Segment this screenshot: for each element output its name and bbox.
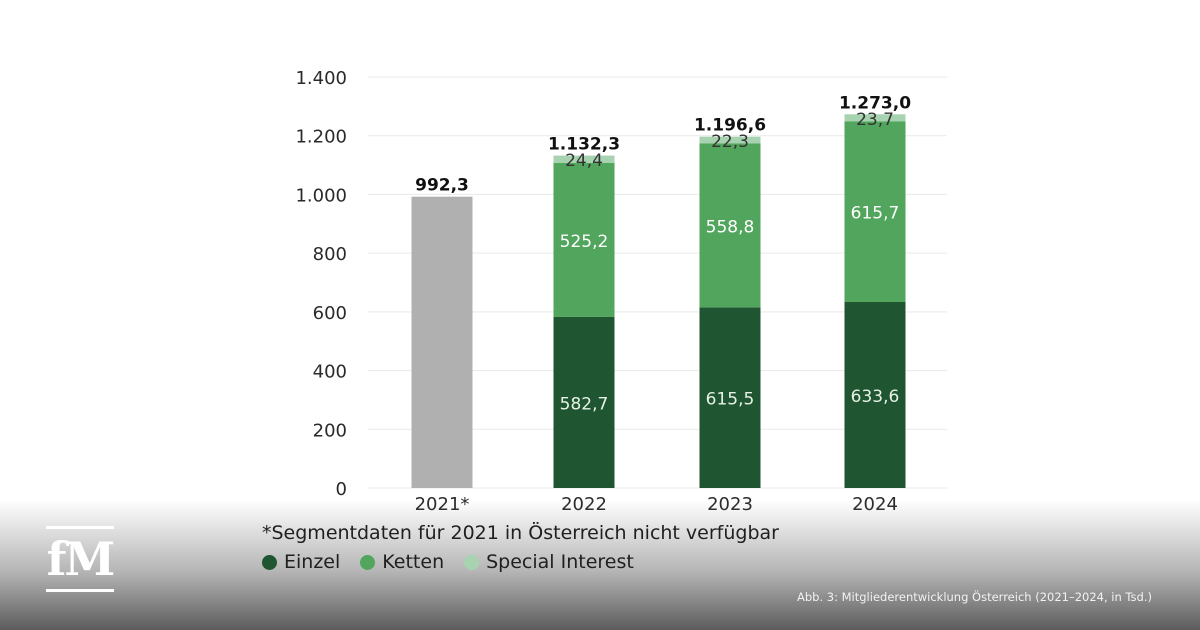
data-label: 633,6 [851,387,900,407]
data-label: 615,7 [851,204,900,224]
legend-dot-ketten [360,554,376,570]
fm-logo: fM [46,526,115,592]
legend-label-ketten: Ketten [382,551,445,573]
bar-segment-special-interest [553,155,615,163]
data-label: 23,7 [856,110,894,130]
bar-segment-ketten [699,143,761,308]
bottom-gradient [0,500,1200,630]
bar-unsegmented [411,196,473,488]
bar-segment-special-interest [844,114,906,122]
data-label: 558,8 [706,217,755,237]
bar-segment-einzel [699,307,761,488]
legend-item-einzel: Einzel [262,551,340,573]
y-tick-label: 0 [336,479,347,500]
data-label: 615,5 [706,390,755,410]
total-label: 992,3 [415,176,469,196]
legend-label-einzel: Einzel [284,551,341,573]
data-label: 24,4 [565,151,603,171]
y-tick-label: 600 [313,303,347,324]
total-label: 1.196,6 [694,116,766,136]
legend-dot-einzel [262,554,277,570]
total-label: 1.132,3 [548,135,620,155]
y-tick-label: 400 [313,362,347,383]
chart-legend: Einzel Ketten Special Interest [262,551,654,573]
bar-segment-einzel [553,316,615,488]
data-label: 582,7 [560,394,609,414]
y-tick-label: 200 [313,420,347,441]
y-tick-label: 1.000 [295,185,347,206]
total-label: 1.273,0 [839,93,911,113]
y-tick-label: 1.200 [295,127,347,148]
legend-item-special-interest: Special Interest [464,551,634,573]
figure-caption: Abb. 3: Mitgliederentwicklung Österreich… [797,590,1152,604]
data-label: 22,3 [711,132,749,152]
bar-segment-ketten [844,121,906,302]
bar-segment-special-interest [699,136,761,144]
data-label: 525,2 [560,232,609,252]
bar-segment-einzel [844,301,906,488]
legend-label-special-interest: Special Interest [486,551,634,573]
bar-segment-ketten [553,162,615,317]
y-tick-label: 1.400 [295,68,347,89]
chart-footnote: *Segmentdaten für 2021 in Österreich nic… [262,522,779,544]
legend-dot-special-interest [464,554,480,570]
legend-item-ketten: Ketten [360,551,444,573]
y-tick-label: 800 [313,244,347,265]
